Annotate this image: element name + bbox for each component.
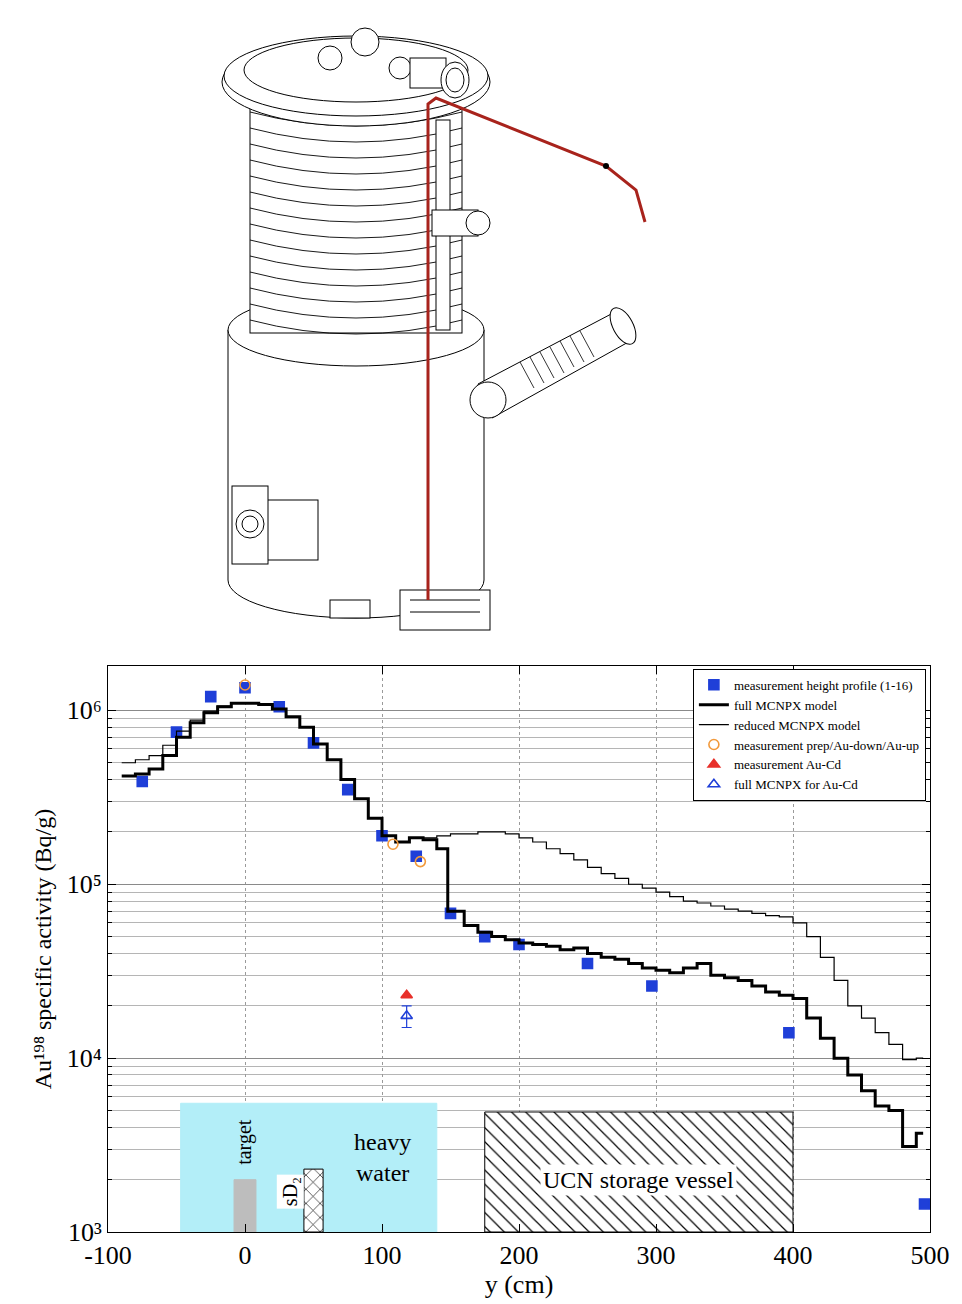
svg-text:300: 300 [637, 1241, 676, 1270]
svg-text:sD₂: sD₂ [279, 1177, 301, 1206]
svg-text:10³: 10³ [68, 1218, 102, 1247]
svg-text:y (cm): y (cm) [485, 1270, 554, 1299]
svg-text:Au¹⁹⁸ specific activity (Bq/g): Au¹⁹⁸ specific activity (Bq/g) [30, 809, 56, 1090]
svg-text:full MCNPX model: full MCNPX model [734, 698, 838, 713]
svg-text:measurement height profile (1-: measurement height profile (1-16) [734, 678, 913, 693]
svg-text:10⁴: 10⁴ [67, 1044, 102, 1073]
svg-text:0: 0 [239, 1241, 252, 1270]
svg-text:-100: -100 [84, 1241, 132, 1270]
svg-text:400: 400 [774, 1241, 813, 1270]
svg-text:full MCNPX for Au-Cd: full MCNPX for Au-Cd [734, 777, 858, 792]
svg-text:measurement Au-Cd: measurement Au-Cd [734, 757, 842, 772]
svg-text:100: 100 [363, 1241, 402, 1270]
svg-text:heavywater: heavywater [354, 1129, 411, 1186]
svg-text:UCN storage vessel: UCN storage vessel [543, 1167, 734, 1193]
svg-text:reduced MCNPX model: reduced MCNPX model [734, 718, 861, 733]
svg-text:200: 200 [500, 1241, 539, 1270]
svg-text:10⁶: 10⁶ [67, 696, 102, 725]
svg-text:10⁵: 10⁵ [67, 870, 102, 899]
svg-text:measurement prep/Au-down/Au-up: measurement prep/Au-down/Au-up [734, 738, 919, 753]
svg-text:target: target [233, 1119, 256, 1165]
svg-text:500: 500 [911, 1241, 950, 1270]
